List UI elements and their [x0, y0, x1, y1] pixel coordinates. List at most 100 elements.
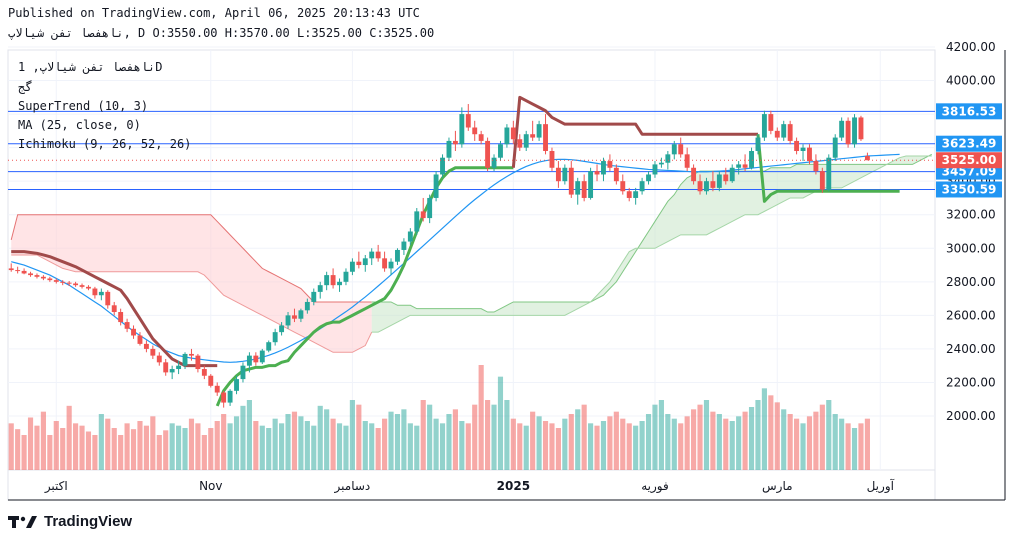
candle-body — [407, 231, 413, 242]
candle-body — [691, 167, 697, 182]
candle-body — [8, 268, 14, 271]
candle — [131, 325, 136, 339]
candle-body — [259, 350, 265, 363]
candle-body — [34, 275, 40, 277]
candle-body — [852, 117, 857, 145]
candle-body — [369, 251, 375, 259]
candle-body — [581, 181, 587, 198]
volume-bar — [633, 425, 639, 470]
candle-body — [324, 275, 330, 286]
volume-bar — [356, 404, 362, 470]
candle-body — [794, 140, 800, 151]
volume-bar — [53, 421, 59, 470]
volume-bar — [304, 421, 310, 470]
candle — [150, 345, 156, 359]
volume-bar — [446, 414, 452, 470]
candle-body — [819, 171, 825, 190]
volume-bar — [588, 423, 594, 470]
candle — [459, 107, 465, 148]
candle — [781, 120, 787, 141]
candle-body — [807, 147, 812, 162]
candle — [337, 278, 342, 292]
candle — [28, 271, 33, 277]
candle-body — [704, 181, 709, 192]
candle — [504, 124, 510, 148]
candle — [723, 167, 729, 185]
candle-body — [292, 315, 297, 319]
candle — [369, 248, 375, 266]
volume-bar — [433, 418, 439, 470]
candle — [182, 352, 188, 370]
candle-body — [510, 127, 516, 140]
volume-bar — [581, 404, 587, 470]
candle-body — [47, 278, 53, 281]
candle — [839, 117, 845, 141]
candle-body — [697, 181, 703, 192]
candle-body — [613, 167, 619, 182]
candle-body — [28, 273, 33, 276]
candle — [240, 362, 246, 383]
candle — [440, 154, 445, 178]
candle-body — [118, 312, 124, 323]
candle — [819, 167, 825, 193]
candle-body — [195, 355, 201, 370]
volume-bar — [143, 425, 149, 470]
y-tick-label: 2800.00 — [946, 275, 996, 289]
volume-bar — [85, 431, 92, 470]
legend-ma[interactable]: MA (25, close, 0) — [18, 118, 141, 132]
candle-body — [246, 355, 252, 366]
volume-bar — [452, 409, 458, 470]
candle — [246, 352, 252, 373]
candle-body — [111, 305, 117, 313]
candle-body — [40, 276, 46, 279]
candle-body — [304, 301, 310, 311]
volume-bar — [594, 425, 600, 470]
candle-body — [156, 355, 162, 363]
candle — [382, 251, 388, 272]
candle — [626, 187, 632, 202]
candle — [852, 114, 857, 148]
legend-supertrend[interactable]: SuperTrend (10, 3) — [18, 99, 149, 113]
last-price-label: 3525.00 — [942, 153, 997, 167]
candle — [163, 358, 169, 376]
plot-area — [7, 49, 936, 501]
candle-body — [568, 167, 574, 195]
candle-body — [279, 325, 285, 333]
volume-bar — [697, 404, 703, 470]
candle-body — [781, 124, 787, 138]
candle — [73, 281, 79, 287]
volume-bar — [626, 423, 632, 470]
candle-body — [755, 137, 761, 151]
volume-bar — [66, 405, 72, 470]
legend-ichimoku[interactable]: Ichimoku (9, 26, 52, 26) — [18, 137, 192, 151]
volume-bar — [240, 405, 246, 470]
candle — [530, 120, 536, 141]
volume-bar — [317, 405, 323, 470]
volume-bar — [491, 404, 497, 470]
candle-body — [620, 181, 626, 192]
candle-body — [761, 114, 767, 138]
candle — [452, 130, 458, 151]
candle — [407, 228, 413, 245]
candle — [208, 374, 214, 388]
candle — [652, 161, 658, 178]
candle-body — [92, 288, 98, 296]
candle — [729, 164, 735, 183]
candle-body — [626, 191, 632, 198]
candle-body — [21, 270, 27, 274]
candle — [401, 238, 407, 255]
volume-bar — [343, 425, 349, 470]
candle — [227, 389, 233, 406]
volume-bar — [227, 423, 233, 470]
candle-body — [176, 365, 182, 370]
candle — [639, 177, 645, 195]
volume-bar — [163, 430, 169, 470]
candle-body — [401, 241, 407, 250]
volume-bar — [201, 435, 207, 470]
candle — [761, 110, 767, 141]
candle — [755, 134, 761, 155]
volume-bar — [755, 400, 761, 470]
supertrend-down — [511, 95, 758, 168]
volume-bar — [259, 425, 265, 470]
